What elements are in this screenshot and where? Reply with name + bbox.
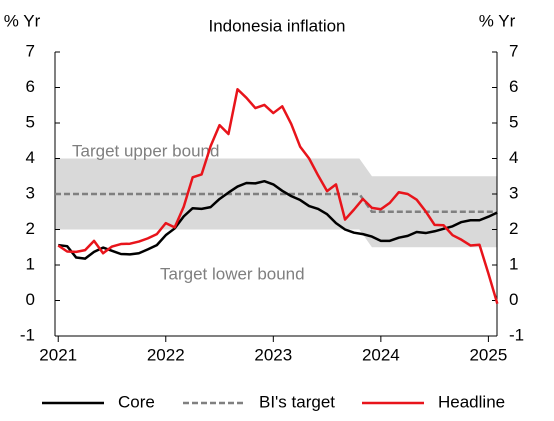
y-tick-label: 4: [26, 148, 35, 167]
y-tick-label: 2: [26, 219, 35, 238]
line: [57, 88, 499, 305]
annotation: Target upper bound: [72, 141, 219, 160]
y-tick-label: 0: [26, 290, 35, 309]
y-tick-label: 5: [26, 112, 35, 131]
x-tick-label: 2024: [362, 345, 400, 364]
y-axis-label: % Yr: [4, 11, 41, 30]
y2-tick-label: 7: [509, 41, 518, 60]
legend-label: Core: [118, 392, 155, 411]
y2-tick-label: 0: [509, 290, 518, 309]
y-tick-label: 3: [26, 183, 35, 202]
y2-tick-label: 2: [509, 219, 518, 238]
x-tick-label: 2023: [254, 345, 292, 364]
line: [58, 179, 498, 260]
legend-label: Headline: [438, 392, 505, 411]
y2-tick-label: 6: [509, 77, 518, 96]
y-tick-label: 7: [26, 41, 35, 60]
y2-tick-label: -1: [509, 325, 524, 344]
x-tick-label: 2025: [469, 345, 507, 364]
y2-axis-label: % Yr: [479, 11, 516, 30]
target-band: [55, 158, 497, 248]
y2-tick-label: 5: [509, 112, 518, 131]
y-tick-label: -1: [20, 325, 35, 344]
annotation: Target lower bound: [160, 264, 305, 283]
x-tick-label: 2021: [39, 345, 77, 364]
y-tick-label: 1: [26, 254, 35, 273]
y2-tick-label: 3: [509, 183, 518, 202]
chart-title: Indonesia inflation: [208, 16, 345, 35]
y2-tick-label: 4: [509, 148, 518, 167]
y2-tick-label: 1: [509, 254, 518, 273]
legend-label: BI's target: [259, 392, 335, 411]
x-tick-label: 2022: [147, 345, 185, 364]
y-tick-label: 6: [26, 77, 35, 96]
